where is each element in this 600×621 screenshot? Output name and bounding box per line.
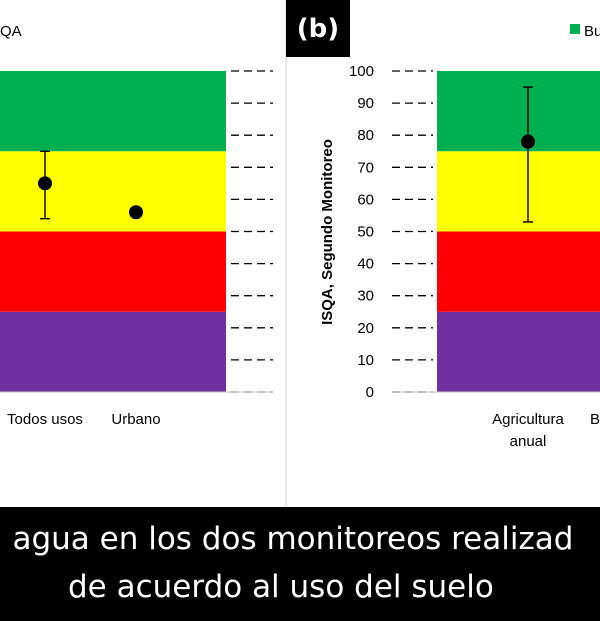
chart-panel-b: Bu ISQA, Segundo Monitoreo 0 10 20 30 40 50 60… (319, 23, 600, 450)
y-axis-title-b: ISQA, Segundo Monitoreo (319, 139, 336, 325)
grid-b (392, 70, 600, 393)
y-tick-label: 0 (366, 384, 374, 401)
band-regular-a (0, 151, 226, 232)
x-tick-label: Todos usos (7, 411, 83, 428)
y-tick-label: 100 (349, 63, 374, 80)
y-tick-label: 90 (357, 95, 374, 112)
band-bueno-a (0, 71, 226, 152)
x-tick-label: Agricultura (492, 411, 564, 428)
bands-b (437, 71, 600, 392)
x-axis-labels-b: Agricultura anual B (492, 411, 600, 450)
y-tick-label: 50 (357, 224, 374, 241)
chart-panel-a: QA Todos usos Urbano (0, 23, 273, 428)
band-regular-b (437, 151, 600, 232)
y-tick-label: 10 (357, 352, 374, 369)
marks-a (38, 150, 143, 220)
y-tick-label: 80 (357, 127, 374, 144)
x-tick-label: Urbano (111, 411, 160, 428)
band-muy-malo-b (437, 311, 600, 392)
panel-tag-b: (b) (286, 0, 350, 57)
band-malo-b (437, 231, 600, 312)
y-tick-label: 70 (357, 159, 374, 176)
y-tick-label: 60 (357, 191, 374, 208)
data-point (129, 205, 143, 220)
legend-label-b: Bu (584, 23, 600, 40)
x-tick-label: anual (510, 433, 547, 450)
x-axis-labels-a: Todos usos Urbano (7, 411, 161, 428)
legend-swatch-bueno (570, 24, 580, 34)
data-point (38, 176, 52, 191)
x-tick-label: B (590, 411, 600, 428)
band-muy-malo-a (0, 311, 226, 392)
band-malo-a (0, 231, 226, 312)
figure-canvas: QA Todos usos Urbano Bu ISQA, Segundo Mon… (0, 0, 600, 507)
y-axis-ticks-b: 0 10 20 30 40 50 60 70 80 90 100 (349, 63, 374, 401)
marks-b (521, 86, 535, 223)
y-tick-label: 30 (357, 288, 374, 305)
data-point (521, 134, 535, 149)
y-tick-label: 40 (357, 256, 374, 273)
y-tick-label: 20 (357, 320, 374, 337)
band-bueno-b (437, 71, 600, 152)
grid-a (0, 70, 273, 393)
caption-line-1: l agua en los dos monitoreos realizad (0, 521, 574, 557)
bands-a (0, 71, 226, 392)
figure-caption: l agua en los dos monitoreos realizad de… (0, 507, 600, 621)
legend-label-a: QA (0, 23, 22, 40)
caption-line-2: de acuerdo al uso del suelo (68, 569, 494, 605)
